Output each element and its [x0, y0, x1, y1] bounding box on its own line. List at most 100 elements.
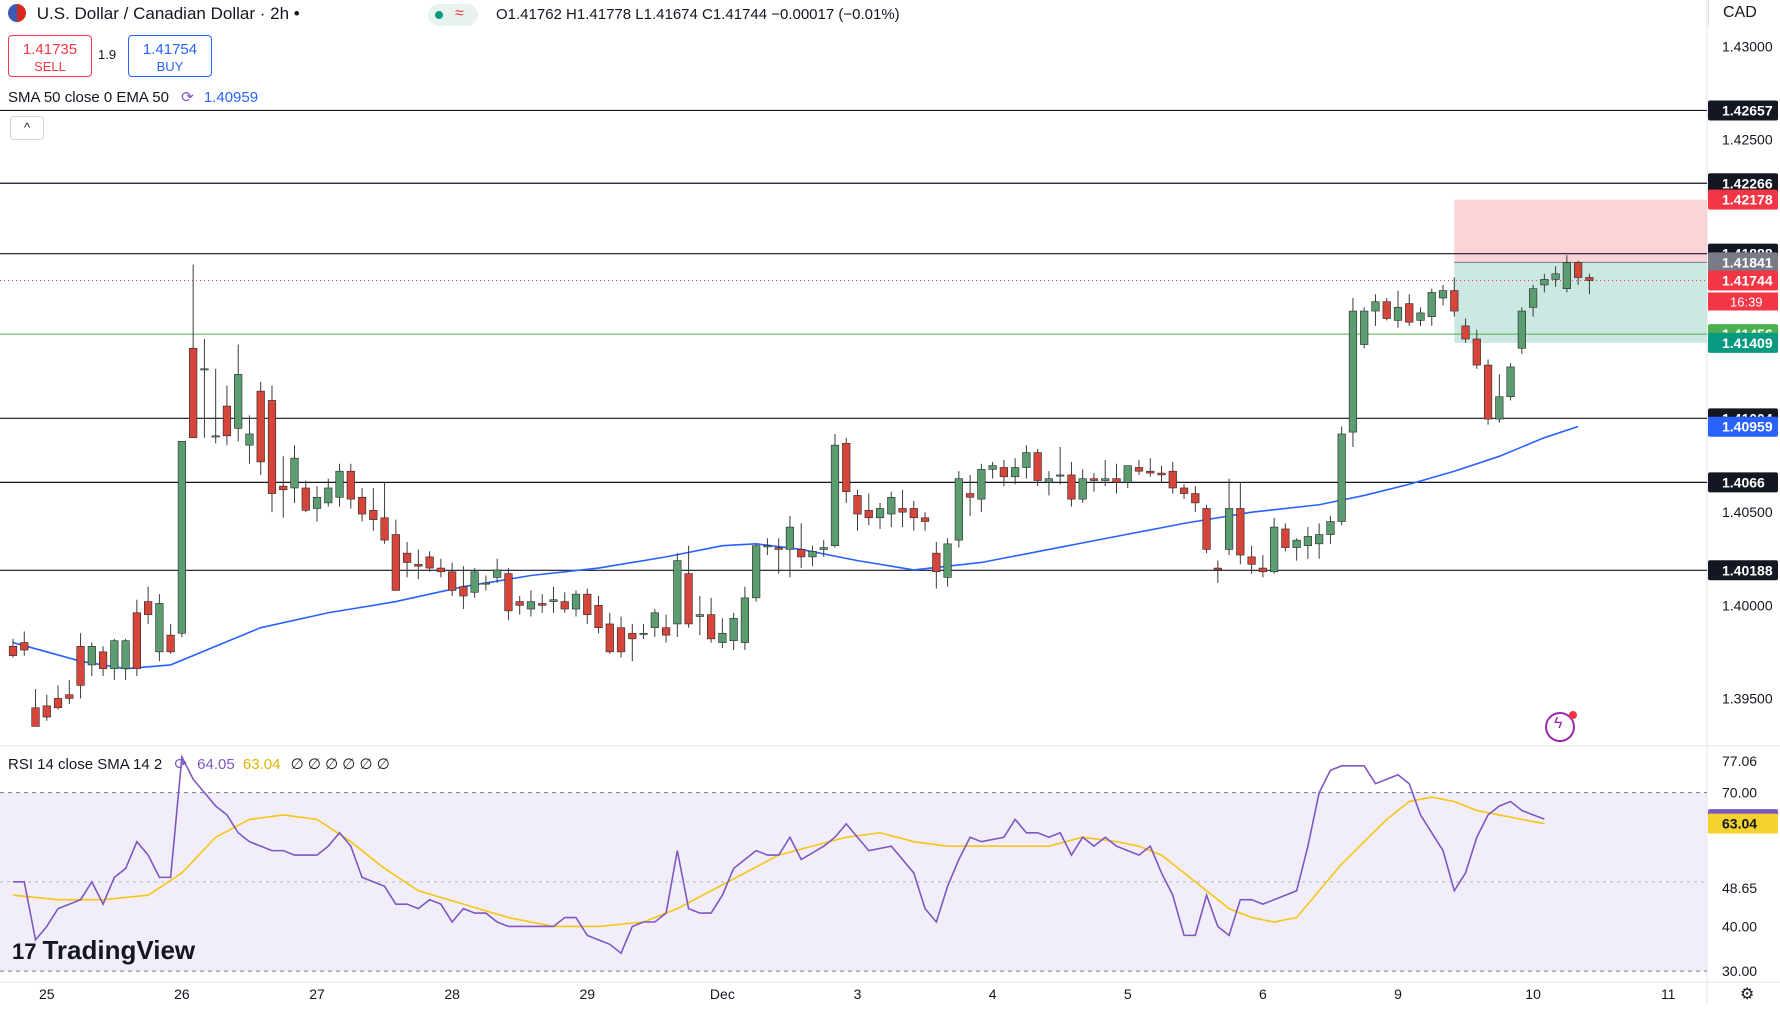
candle: [65, 679, 74, 705]
candle-body: [875, 508, 885, 519]
candle: [1506, 363, 1515, 401]
spread-value: 1.9: [98, 47, 117, 62]
price-tick-label: 1.40000: [1722, 597, 1773, 613]
candle-body: [1427, 292, 1436, 317]
candle: [1179, 484, 1189, 500]
candle: [1146, 458, 1155, 477]
candle-body: [155, 603, 164, 653]
candle-body: [515, 601, 524, 606]
candle: [763, 538, 772, 556]
candle: [1191, 486, 1200, 513]
candle: [369, 487, 378, 531]
candle-body: [909, 508, 918, 519]
candle: [1078, 469, 1087, 503]
candle-body: [53, 698, 63, 709]
candle-body: [752, 545, 761, 599]
price-tag-background: [1708, 560, 1778, 581]
candle: [470, 568, 479, 598]
candle-body: [256, 390, 265, 463]
candle: [999, 460, 1008, 487]
candle-body: [402, 552, 412, 563]
time-tick-label: 6: [1259, 986, 1267, 1002]
candle-body: [1438, 290, 1448, 299]
candle-body: [1551, 273, 1560, 280]
time-tick-label: 4: [989, 986, 997, 1002]
market-status-pill[interactable]: ≈: [428, 4, 478, 26]
price-tick-label: 1.39500: [1722, 690, 1773, 706]
candle-body: [1393, 307, 1403, 321]
price-tag: 1.41409: [1708, 332, 1778, 353]
candle-body: [763, 545, 772, 548]
candle-body: [695, 614, 704, 617]
flash-icon[interactable]: ϟ: [1545, 711, 1577, 742]
candle-body: [650, 612, 659, 628]
collapse-legend-button[interactable]: ^: [10, 116, 44, 140]
candle: [1427, 288, 1436, 326]
price-tag-label: 1.40188: [1722, 562, 1773, 578]
candle: [1134, 460, 1144, 475]
time-tick-label: 9: [1394, 986, 1402, 1002]
candle-body: [639, 632, 648, 635]
candle: [594, 596, 603, 634]
candle-body: [8, 645, 18, 656]
stop-loss-zone: [1454, 199, 1707, 263]
rsi-refresh-icon[interactable]: ⟳: [174, 756, 187, 773]
price-tag-background: [1708, 100, 1778, 121]
candle-body: [830, 444, 840, 547]
candle: [740, 586, 749, 651]
candle: [1157, 465, 1166, 483]
rsi-extra: ∅ ∅ ∅ ∅ ∅ ∅: [290, 756, 390, 773]
candle: [639, 623, 648, 639]
settings-icon[interactable]: ⚙: [1740, 986, 1755, 1003]
candle: [1371, 294, 1380, 326]
candle: [650, 609, 659, 637]
candle: [1360, 307, 1369, 349]
candle: [628, 623, 637, 662]
candle: [245, 415, 254, 464]
candle-body: [1461, 325, 1470, 340]
candle-body: [1191, 493, 1200, 504]
candle: [977, 463, 986, 513]
candle: [1416, 307, 1425, 326]
buy-button[interactable]: 1.41754 BUY: [128, 35, 212, 77]
candle: [1270, 517, 1279, 574]
candle: [864, 493, 873, 526]
candle: [718, 618, 727, 649]
rsi-sma-line: [12, 796, 1545, 928]
indicator-label: SMA 50 close 0 EMA 50: [8, 89, 169, 106]
currency-selector[interactable]: CAD: [1708, 0, 1779, 26]
candle-body: [222, 405, 232, 437]
candle-body: [1112, 478, 1121, 483]
candle-body: [1033, 452, 1042, 481]
candle-body: [1360, 310, 1369, 345]
candle-body: [200, 368, 209, 371]
candle: [943, 538, 952, 587]
candle: [1551, 266, 1560, 287]
candle: [200, 338, 209, 438]
candle-body: [583, 593, 592, 615]
candle: [436, 558, 445, 578]
indicator-legend[interactable]: SMA 50 close 0 EMA 50 ⟳ 1.40959: [8, 88, 258, 106]
candle-body: [1168, 470, 1177, 489]
refresh-icon[interactable]: ⟳: [181, 89, 194, 106]
candle-body: [20, 642, 29, 651]
candle: [1202, 504, 1211, 554]
candle-body: [357, 496, 367, 515]
rsi-sma-value: 63.04: [242, 756, 281, 773]
time-tick-label: 11: [1661, 986, 1676, 1002]
symbol-header[interactable]: U.S. Dollar / Canadian Dollar · 2h •: [8, 4, 300, 24]
candle: [1033, 448, 1042, 487]
candle: [1348, 298, 1358, 447]
candle-body: [1089, 478, 1099, 481]
candle: [707, 597, 716, 643]
candle-body: [1213, 567, 1222, 571]
time-tick-label: 26: [174, 986, 190, 1002]
candle-body: [718, 632, 727, 643]
sell-button[interactable]: 1.41735 SELL: [8, 35, 92, 77]
candle: [954, 471, 963, 548]
price-tag: 1.41744: [1708, 270, 1778, 291]
candle-body: [1303, 536, 1312, 547]
price-tag-background: [1708, 270, 1778, 291]
rsi-legend[interactable]: RSI 14 close SMA 14 2 ⟳ 64.05 63.04 ∅ ∅ …: [8, 755, 390, 773]
